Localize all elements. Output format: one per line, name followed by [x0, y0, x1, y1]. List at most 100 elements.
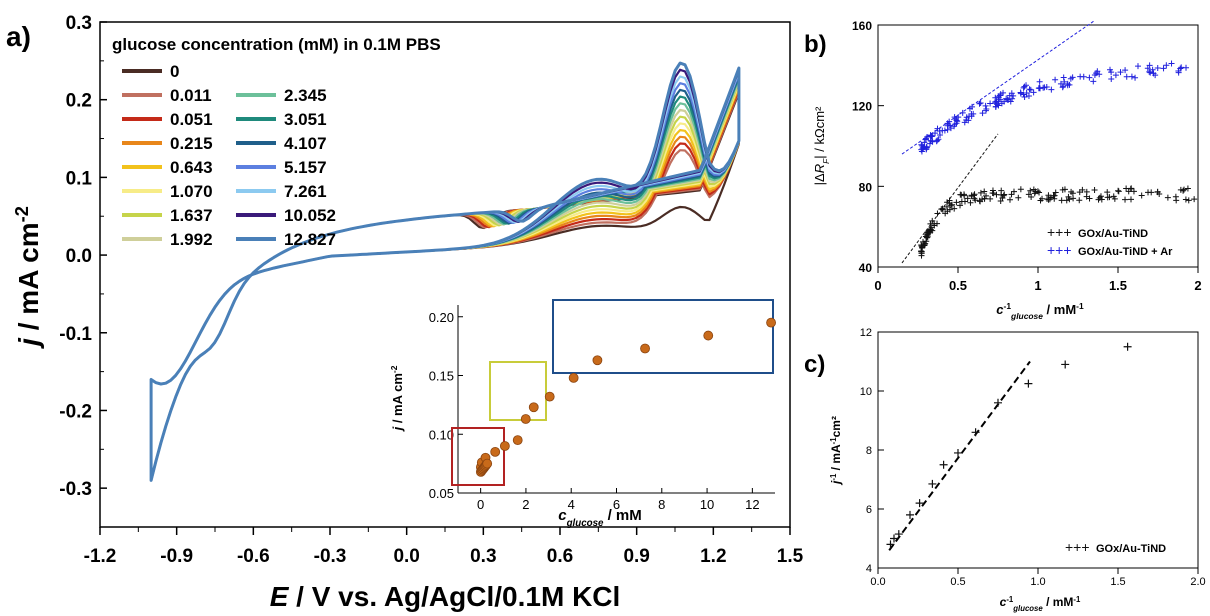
- panel-b-point: [1191, 196, 1198, 203]
- panel-b-point-ar: [1048, 86, 1055, 93]
- panel-b-point-ar: [976, 100, 983, 107]
- panel-b-point: [947, 202, 954, 209]
- inset-point: [490, 446, 501, 457]
- panel-b-point: [1122, 196, 1129, 203]
- panel-c-y-ticks: 4 6 8 10 12: [860, 327, 884, 575]
- panel-b-x-tick-label: 0: [874, 278, 881, 293]
- panel-c-point: [906, 510, 914, 519]
- panel-a-cv-curves: [149, 61, 741, 482]
- panel-b-point-ar: [1122, 67, 1129, 74]
- panel-b-point: [976, 197, 983, 204]
- panel-a-x-tick-label: 0.9: [623, 546, 649, 567]
- panel-b-x-tick-label: 1.5: [1109, 278, 1127, 293]
- inset-x-tick-label: 12: [745, 497, 759, 512]
- inset-y-tick-label: 0.15: [429, 369, 454, 384]
- panel-b-point-ar: [929, 133, 936, 140]
- panel-b-point-ar: [1036, 78, 1043, 85]
- panel-b-point: [1076, 197, 1083, 204]
- panel-c-x-axis-label: c-1glucose / mM-1: [1000, 595, 1081, 613]
- inset-x-tick-label: 2: [522, 497, 529, 512]
- inset-x-tick-label: 0: [477, 497, 484, 512]
- panel-c-point: [928, 479, 937, 488]
- panel-b-point-ar: [947, 125, 954, 132]
- panel-a-y-tick-label: -0.3: [59, 479, 92, 500]
- panel-b-point: [1010, 188, 1017, 195]
- panel-b-point-ar: [918, 148, 925, 155]
- inset-y-tick-label: 0.10: [429, 427, 454, 442]
- panel-b-point-ar: [1052, 76, 1059, 83]
- panel-b-point: [1110, 193, 1117, 200]
- panel-b-point-ar: [1123, 73, 1130, 80]
- panel-b-point: [998, 187, 1005, 194]
- panel-b-point-ar: [1108, 69, 1115, 76]
- panel-b-point-ar: [927, 137, 934, 144]
- panel-b-point: [951, 205, 958, 212]
- panel-a-legend: 0 0.011 0.051 0.215 0.643 1.070 1.637 1.992 2.34…: [122, 62, 336, 249]
- panel-b-point-ar: [953, 117, 960, 124]
- inset-point: [568, 372, 579, 383]
- inset-point: [520, 414, 531, 424]
- legend-label-1.070: 1.070: [170, 182, 213, 201]
- panel-b-point-ar: [921, 139, 928, 146]
- panel-c-x-tick-label: 2.0: [1190, 576, 1205, 588]
- panel-b-point: [921, 242, 928, 249]
- panel-b-point: [1181, 186, 1188, 193]
- panel-a-x-tick-label: -0.3: [314, 546, 347, 567]
- panel-b-point: [953, 199, 960, 206]
- panel-c-x-tick-label: 0.0: [870, 576, 885, 588]
- panel-b-point: [1015, 194, 1022, 201]
- panel-b-point-ar: [1160, 65, 1167, 72]
- panel-b-point-ar: [1178, 64, 1185, 71]
- panel-a-x-tick-label: 0.0: [393, 546, 419, 567]
- panel-b-point-ar: [1040, 84, 1047, 91]
- inset-box-high: [552, 299, 774, 374]
- panel-b-point-ar: [1146, 68, 1153, 75]
- inset-point: [766, 317, 776, 328]
- legend-label-1.992: 1.992: [170, 230, 213, 249]
- panel-b-x-tick-label: 2: [1194, 278, 1201, 293]
- panel-c-x-tick-label: 0.5: [950, 576, 965, 588]
- inset-x-tick-label: 10: [700, 497, 714, 512]
- panel-a-y-tick-label: 0.3: [66, 13, 92, 34]
- panel-b-point-ar: [1069, 74, 1076, 81]
- panel-b-point-ar: [1004, 96, 1011, 103]
- panel-a: a) -0.3 -0.2 -0.1 0.0 0.1 0.2 0.3 -1.2 -0.9 -0.6…: [6, 13, 804, 612]
- panel-b-point: [1000, 192, 1007, 199]
- panel-b-point: [1184, 185, 1191, 192]
- panel-b-point-ar: [946, 122, 953, 129]
- panel-b-point: [967, 199, 974, 206]
- panel-b-point-ar: [1128, 73, 1135, 80]
- panel-b-point-ar: [1009, 95, 1016, 102]
- panel-b-point-ar: [997, 96, 1004, 103]
- legend-label-5.157: 5.157: [284, 158, 327, 177]
- panel-c-fit-line: [888, 360, 1031, 551]
- panel-b-point-ar: [1146, 62, 1153, 69]
- panel-b-point: [977, 189, 984, 196]
- panel-b-point: [993, 191, 1000, 198]
- panel-b-point: [924, 233, 931, 240]
- inset-y-ticks: 0.05 0.10 0.15 0.20: [429, 310, 463, 501]
- panel-c-y-tick-label: 10: [860, 386, 872, 398]
- panel-b-point-ar: [1021, 93, 1028, 100]
- panel-b-point-ar: [1117, 69, 1124, 76]
- panel-b-point: [957, 202, 964, 209]
- panel-a-legend-title: glucose concentration (mM) in 0.1M PBS: [112, 35, 441, 54]
- panel-b-point: [981, 195, 988, 202]
- panel-b-point: [1032, 188, 1039, 195]
- panel-b-point: [971, 195, 978, 202]
- panel-b-point-ar: [936, 128, 943, 135]
- panel-a-x-tick-label: 0.3: [470, 546, 496, 567]
- panel-b-point: [949, 201, 956, 208]
- panel-b-point-ar: [963, 116, 970, 123]
- panel-b-point-ar: [932, 130, 939, 137]
- panel-b-point-ar: [1023, 82, 1030, 89]
- panel-c-legend-label: GOx/Au-TiND: [1096, 543, 1166, 555]
- panel-c-point: [994, 398, 1002, 407]
- panel-b-legend-label: GOx/Au-TiND + Ar: [1078, 246, 1173, 258]
- panel-b-point: [964, 195, 971, 202]
- panel-b-point: [1164, 194, 1171, 201]
- panel-b-point-ar: [965, 113, 972, 120]
- panel-b-point: [961, 191, 968, 198]
- legend-label-1.637: 1.637: [170, 206, 213, 225]
- panel-b-point-ar: [987, 100, 994, 107]
